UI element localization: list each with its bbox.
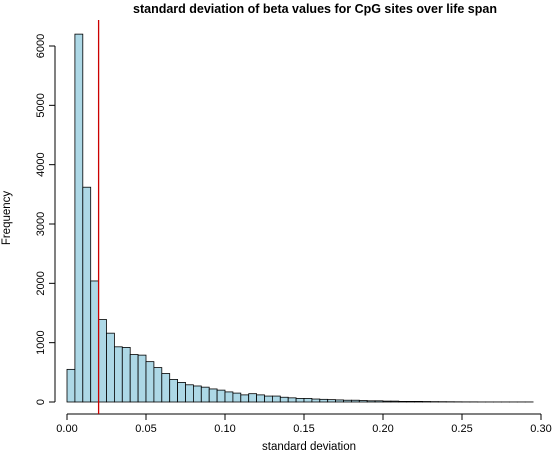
histogram-bar [367,401,375,402]
histogram-bars [67,34,533,402]
histogram-bar [288,398,296,402]
histogram-bar [304,398,312,402]
histogram-bar [399,401,407,402]
histogram-bar [415,401,423,402]
histogram-bar [312,399,320,402]
y-tick-label: 2000 [35,271,47,295]
histogram-bar [83,187,91,402]
histogram-bar [217,390,225,402]
histogram-bar [146,362,154,402]
histogram-bar [209,389,217,402]
histogram-bar [265,396,273,402]
y-tick-label: 4000 [35,152,47,176]
histogram-bar [178,382,186,402]
histogram-bar [122,347,130,402]
histogram-bar [75,34,83,402]
histogram-bar [162,374,170,402]
histogram-bar [201,387,209,402]
histogram-bar [328,400,336,402]
histogram-bar [383,401,391,402]
histogram-bar [320,399,328,402]
histogram-bar [170,379,178,402]
histogram-bar [359,401,367,402]
x-tick-label: 0.10 [214,423,235,435]
histogram-bar [114,347,122,402]
y-tick-label: 6000 [35,34,47,58]
y-axis: 0 1000 2000 3000 4000 5000 6000 [35,34,55,405]
histogram-bar [193,386,201,402]
histogram-bar [67,369,75,402]
histogram-bar [241,395,249,402]
histogram-bar [336,400,344,402]
histogram-bar [407,401,415,402]
histogram-bar [130,355,138,402]
histogram-bar [280,397,288,402]
histogram-bar [249,394,257,402]
histogram-bar [272,396,280,402]
histogram-bar [138,355,146,402]
x-axis-label: standard deviation [262,441,356,450]
x-tick-label: 0.00 [56,423,77,435]
x-tick-label: 0.20 [372,423,393,435]
x-tick-label: 0.30 [530,423,551,435]
chart-title: standard deviation of beta values for Cp… [133,2,497,16]
histogram-bar [154,368,162,402]
y-tick-label: 0 [35,399,47,405]
y-tick-label: 5000 [35,93,47,117]
histogram-bar [225,392,233,402]
histogram-bar [375,401,383,402]
histogram-bar [91,281,99,402]
histogram-bar [233,393,241,402]
histogram-bar [107,333,115,402]
x-tick-label: 0.05 [135,423,156,435]
y-tick-label: 3000 [35,212,47,236]
histogram-bar [257,395,265,402]
y-tick-label: 1000 [35,330,47,354]
histogram-bar [186,385,194,402]
histogram-bar [99,320,107,402]
histogram-bar [391,401,399,402]
histogram-bar [344,400,352,402]
y-axis-label: Frequency [1,191,13,246]
x-tick-label: 0.15 [293,423,314,435]
x-axis: 0.00 0.05 0.10 0.15 0.20 0.25 0.30 [56,414,551,435]
histogram-bar [351,400,359,402]
histogram-bar [296,398,304,402]
x-tick-label: 0.25 [451,423,472,435]
